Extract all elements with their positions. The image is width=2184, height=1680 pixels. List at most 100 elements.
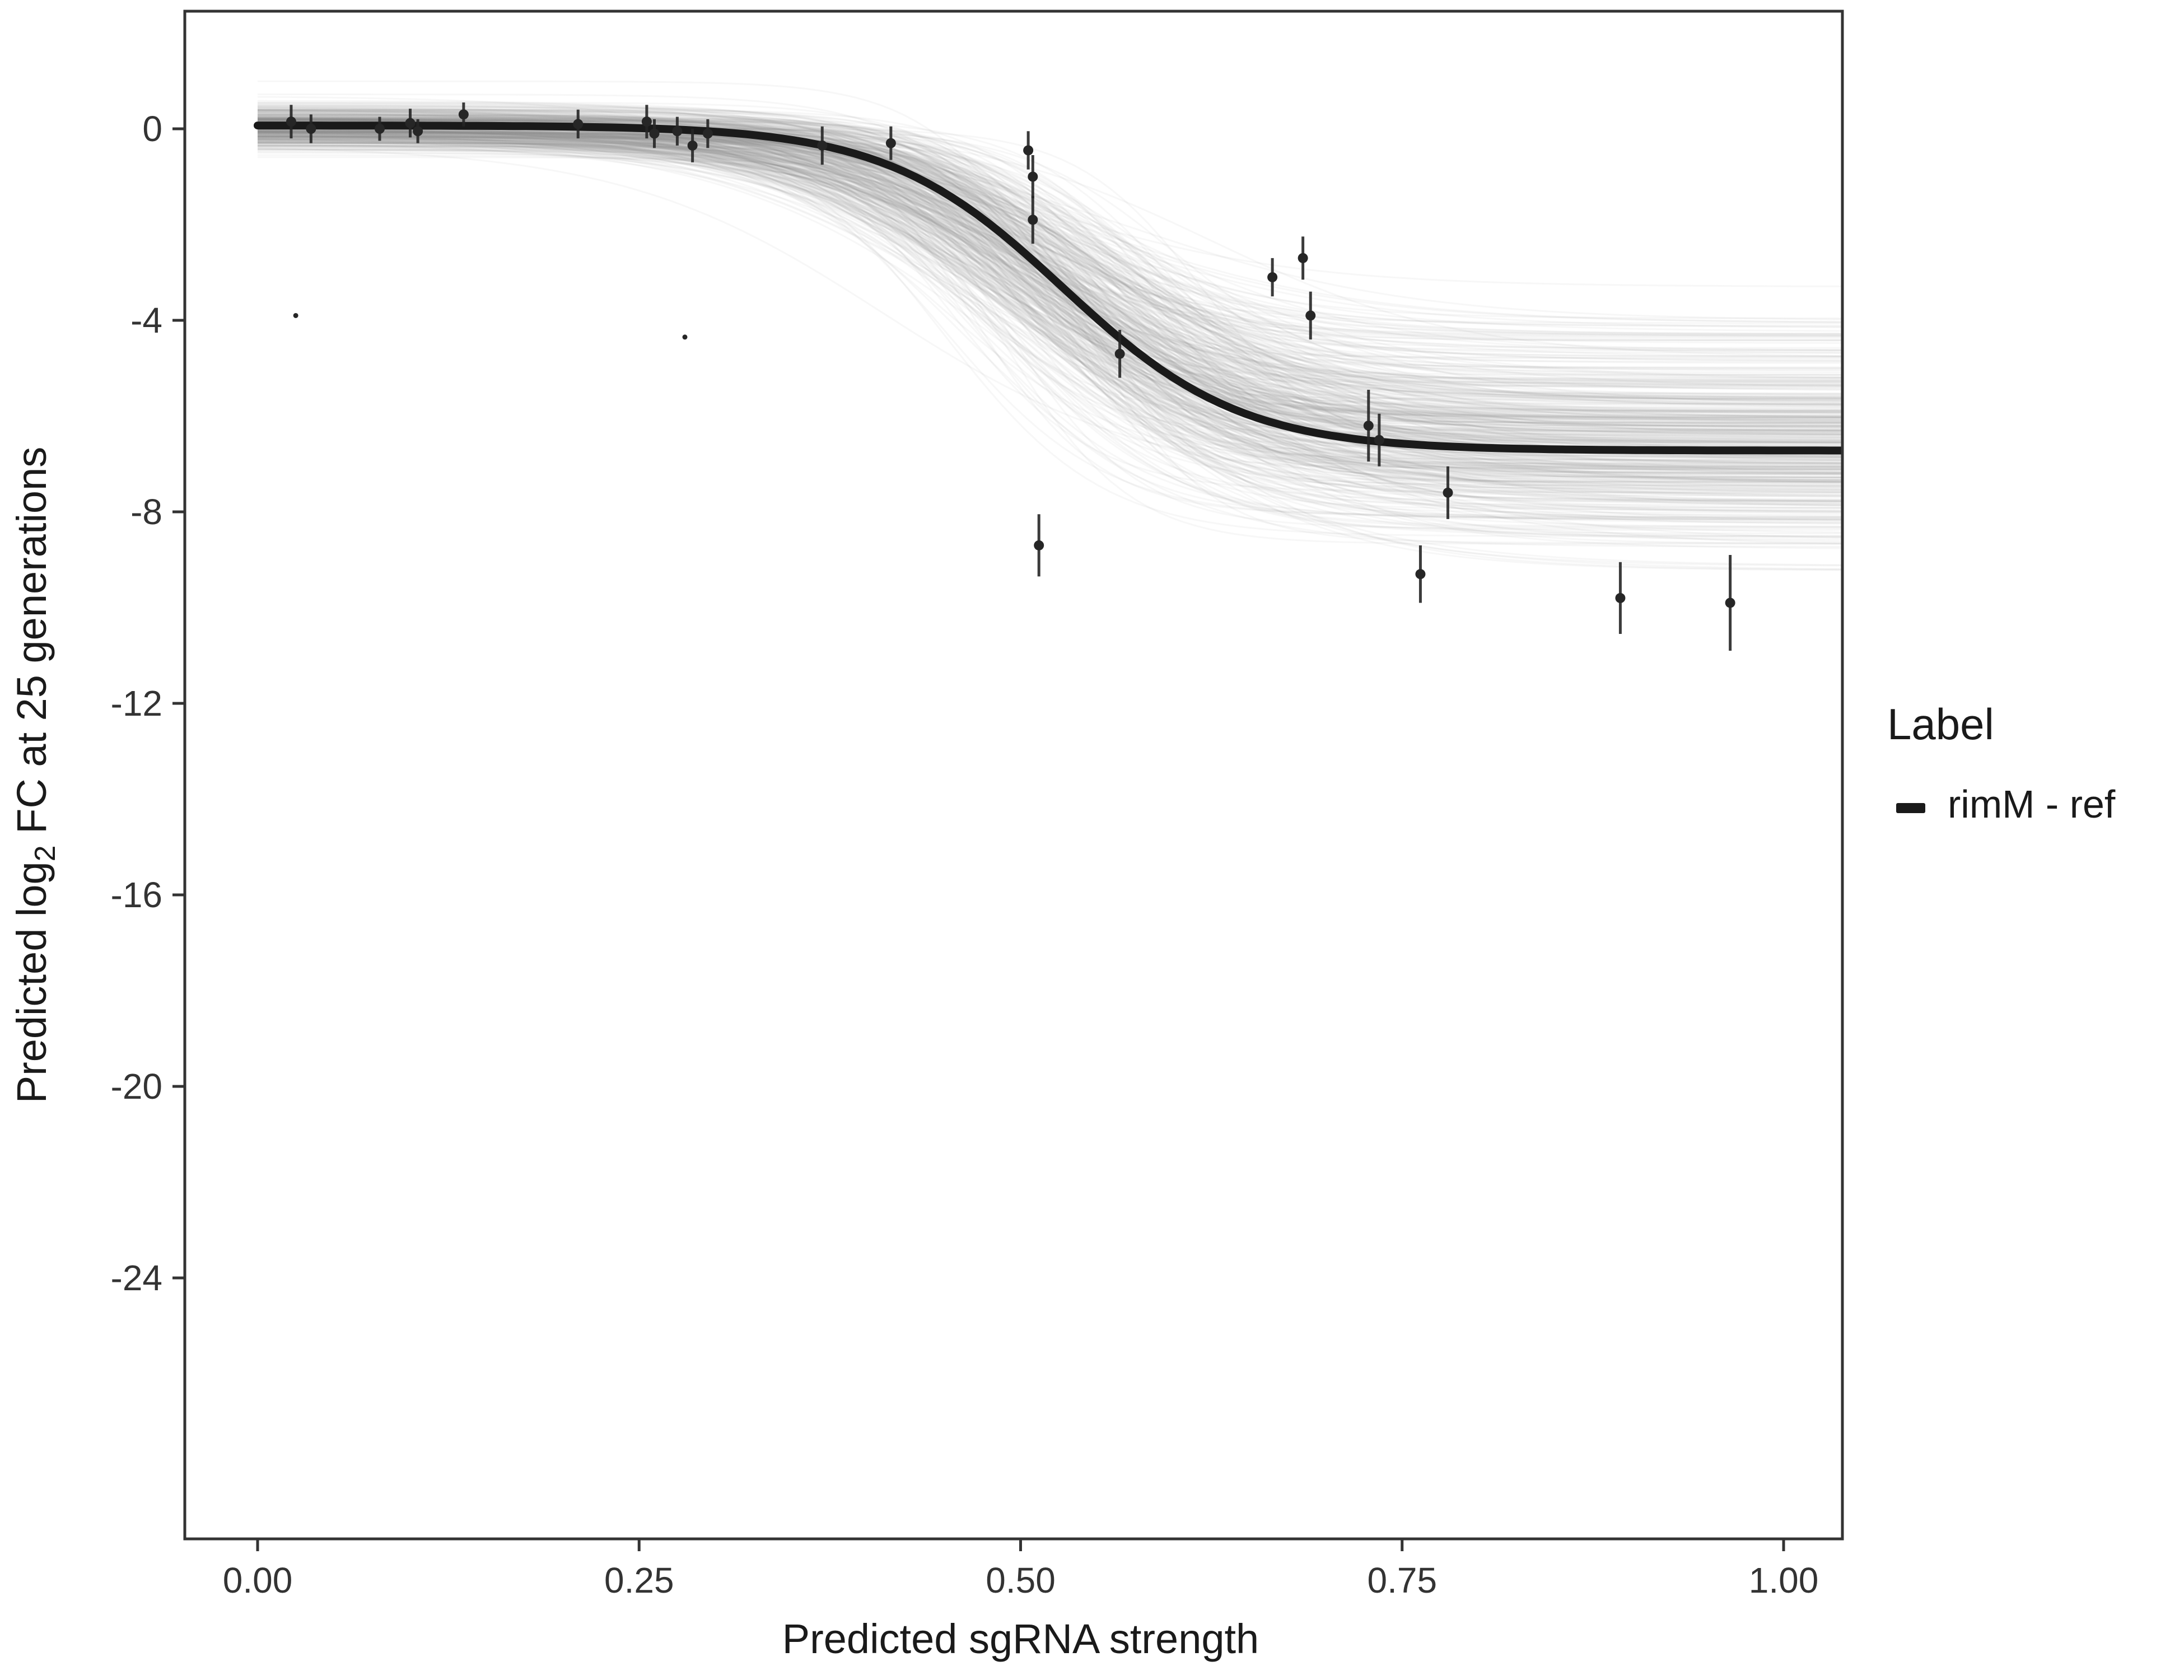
posterior-draw-line [257,130,1842,320]
posterior-draw-line [257,130,1842,475]
posterior-draw-line [257,131,1842,407]
posterior-draw-line [258,134,1842,473]
x-tick-label: 0.25 [604,1560,674,1600]
posterior-draw-line [257,133,1842,487]
fit-curve-group [254,122,1842,455]
posterior-draw-line [258,116,1842,464]
posterior-draw-line [258,118,1842,475]
posterior-draw-line [258,144,1842,326]
posterior-draw-line [258,141,1842,456]
posterior-draw-line [258,150,1842,417]
data-point [1023,145,1034,156]
axes-group: 0.00 0.25 0.50 0.75 1.00 0 -4 -8 -12 -16 -20 -24 Pre… [8,10,1844,1662]
posterior-draw-line [258,137,1842,444]
posterior-draw-line [258,105,1842,357]
posterior-draw-line [257,129,1842,483]
y-tick-label: -12 [111,683,163,724]
posterior-draw-line [258,110,1842,512]
posterior-draw-line [258,120,1842,395]
data-point [672,126,683,137]
posterior-draw-line [258,114,1842,431]
posterior-draw-line [257,131,1842,412]
posterior-draw-line [257,106,1842,489]
posterior-draw-line [257,131,1842,501]
posterior-draw-line [258,133,1842,468]
posterior-draw-line [257,123,1842,474]
posterior-draw-line [258,134,1842,493]
posterior-draw-line [258,129,1842,478]
posterior-draw-line [257,114,1842,460]
data-point [286,116,296,127]
posterior-draw-line [257,124,1842,481]
posterior-draw-line [257,109,1842,429]
data-point [573,119,584,129]
posterior-draw-line [258,119,1842,520]
posterior-draw-line [258,135,1842,492]
posterior-draw-line [258,136,1842,379]
data-point [458,109,469,120]
posterior-draw-line [258,114,1842,389]
posterior-draw-line [258,119,1842,380]
posterior-draw-line [258,80,1842,388]
x-tick-label: 1.00 [1749,1560,1819,1600]
posterior-draw-line [258,133,1842,410]
posterior-draw-line [258,131,1842,435]
posterior-draw-line [257,136,1842,488]
data-point [649,128,660,139]
posterior-draw-line [258,109,1842,509]
posterior-draw-line [257,127,1842,287]
posterior-draw-line [258,113,1842,442]
data-point [1363,421,1374,431]
posterior-draw-line [258,106,1842,358]
y-tick-label: -20 [111,1066,163,1107]
posterior-draw-line [258,118,1842,447]
posterior-draw-line [258,118,1842,342]
posterior-draw-line [258,117,1842,411]
y-tick-label: 0 [142,109,162,149]
posterior-draw-line [258,107,1842,419]
posterior-draw-line [258,148,1842,431]
posterior-draw-line [258,144,1842,528]
posterior-draw-line [257,111,1842,396]
data-point [1267,272,1278,283]
posterior-draw-line [258,138,1842,478]
posterior-draw-line [257,130,1842,521]
posterior-draw-line [258,132,1842,471]
posterior-draw-line [258,140,1842,429]
posterior-draw-line [257,111,1842,399]
posterior-draw-line [258,146,1842,440]
data-point [1415,569,1426,580]
posterior-draw-line [258,139,1842,522]
posterior-draw-line [258,133,1842,458]
posterior-draw-line [257,126,1842,474]
posterior-draw-line [257,129,1842,448]
posterior-draw-line [258,142,1842,545]
posterior-draw-line [258,119,1842,420]
posterior-draw-line [258,132,1842,376]
data-point [1028,214,1038,225]
posterior-draw-line [257,142,1842,538]
posterior-draw-line [257,116,1842,461]
data-point [817,140,828,151]
posterior-draw-line [258,115,1842,439]
posterior-draw-line [258,131,1842,458]
posterior-draw-line [257,136,1842,512]
posterior-draw-line [258,118,1842,414]
posterior-draw-line [257,118,1842,491]
posterior-draw-line [257,144,1842,422]
posterior-draw-line [258,131,1842,335]
posterior-draw-line [257,128,1842,492]
posterior-draw-line [258,136,1842,432]
posterior-draw-line [258,142,1842,337]
posterior-draw-line [258,138,1842,520]
posterior-draw-line [257,113,1842,571]
posterior-draw-line [257,144,1842,465]
posterior-draw-line [258,109,1842,483]
posterior-draw-line [258,113,1842,465]
posterior-draw-line [257,140,1842,464]
posterior-draw-line [257,112,1842,451]
posterior-draw-line [258,132,1842,432]
posterior-draw-line [258,130,1842,424]
posterior-draw-line [258,138,1842,435]
posterior-draw-line [257,133,1842,464]
